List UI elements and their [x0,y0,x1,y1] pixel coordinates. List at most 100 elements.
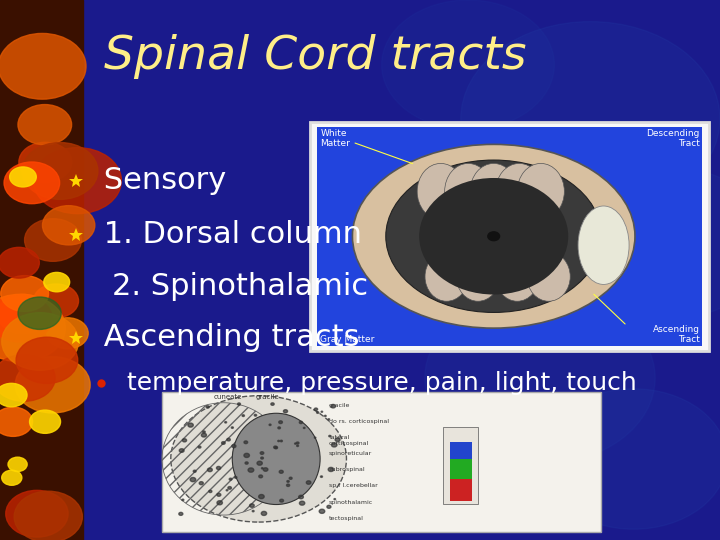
Circle shape [260,452,264,454]
Circle shape [228,487,231,489]
Circle shape [207,468,212,471]
Circle shape [300,421,302,423]
Circle shape [264,468,268,471]
Circle shape [320,476,323,477]
Circle shape [14,491,82,540]
Bar [443,427,478,504]
Circle shape [231,427,233,428]
Circle shape [199,482,203,485]
Circle shape [275,447,277,449]
Circle shape [182,439,186,442]
Circle shape [24,219,81,261]
Circle shape [382,0,554,130]
Circle shape [280,440,282,442]
Circle shape [244,454,249,457]
Text: 1. Dorsal column: 1. Dorsal column [94,220,361,249]
Ellipse shape [435,216,552,256]
Circle shape [227,438,230,441]
Circle shape [258,495,264,498]
Circle shape [278,427,280,429]
Circle shape [226,490,228,491]
Ellipse shape [470,164,517,219]
Circle shape [287,481,289,482]
Circle shape [4,162,60,204]
Text: Gray Matter: Gray Matter [320,335,375,344]
Circle shape [314,408,318,410]
Circle shape [261,468,263,469]
Circle shape [461,22,720,216]
Ellipse shape [353,144,635,328]
Text: do rs. corticospinal: do rs. corticospinal [329,419,389,424]
Ellipse shape [495,252,539,301]
Ellipse shape [456,252,500,301]
Bar [450,478,472,501]
Bar [450,442,472,459]
Circle shape [280,499,284,502]
Circle shape [206,406,210,408]
Text: Descending
Tract: Descending Tract [647,129,700,148]
Circle shape [34,284,78,318]
Circle shape [0,33,86,99]
Circle shape [425,292,655,464]
Circle shape [274,446,277,449]
Circle shape [235,477,237,478]
Circle shape [278,440,279,442]
Circle shape [245,462,248,464]
Text: gracile: gracile [329,403,350,408]
Circle shape [1,470,22,485]
Circle shape [202,433,207,437]
Bar [450,459,472,478]
Circle shape [0,294,66,362]
Circle shape [188,423,193,427]
Circle shape [18,105,71,145]
Circle shape [217,501,222,505]
Text: rubrospinal: rubrospinal [329,467,364,472]
Circle shape [303,427,305,429]
Ellipse shape [425,252,468,301]
Circle shape [0,295,52,342]
Circle shape [6,490,68,537]
Circle shape [15,357,90,413]
Text: gracile: gracile [256,394,279,400]
Circle shape [297,445,299,447]
Circle shape [44,272,70,292]
Circle shape [242,415,244,416]
Circle shape [315,437,316,438]
Text: spinoreticular: spinoreticular [329,451,372,456]
Circle shape [261,457,264,459]
Ellipse shape [419,178,568,294]
Circle shape [217,467,220,470]
Circle shape [0,407,32,436]
Text: spinothalamic: spinothalamic [329,500,373,504]
Circle shape [294,443,296,444]
Bar [317,127,702,346]
Circle shape [22,143,98,199]
Circle shape [0,383,27,407]
Circle shape [325,415,326,416]
Ellipse shape [386,160,602,313]
Text: tectospinal: tectospinal [329,516,364,521]
Circle shape [217,494,221,496]
Text: Ascending tracts: Ascending tracts [94,323,359,352]
Circle shape [248,468,253,472]
Circle shape [569,167,720,319]
Text: Spinal Cord tracts: Spinal Cord tracts [104,34,527,79]
Bar [0,0,83,540]
Text: Sensory: Sensory [94,166,226,195]
Circle shape [317,411,319,413]
Circle shape [257,461,262,465]
Circle shape [0,247,40,278]
Ellipse shape [495,164,543,219]
Circle shape [331,443,337,447]
Circle shape [244,441,248,444]
Ellipse shape [445,164,492,219]
Circle shape [1,275,48,312]
Text: White
Matter: White Matter [320,129,350,148]
Circle shape [299,495,303,499]
Circle shape [19,143,71,182]
Circle shape [296,442,299,444]
Circle shape [42,206,95,245]
Circle shape [279,421,282,423]
Circle shape [9,167,36,187]
Circle shape [306,481,311,484]
